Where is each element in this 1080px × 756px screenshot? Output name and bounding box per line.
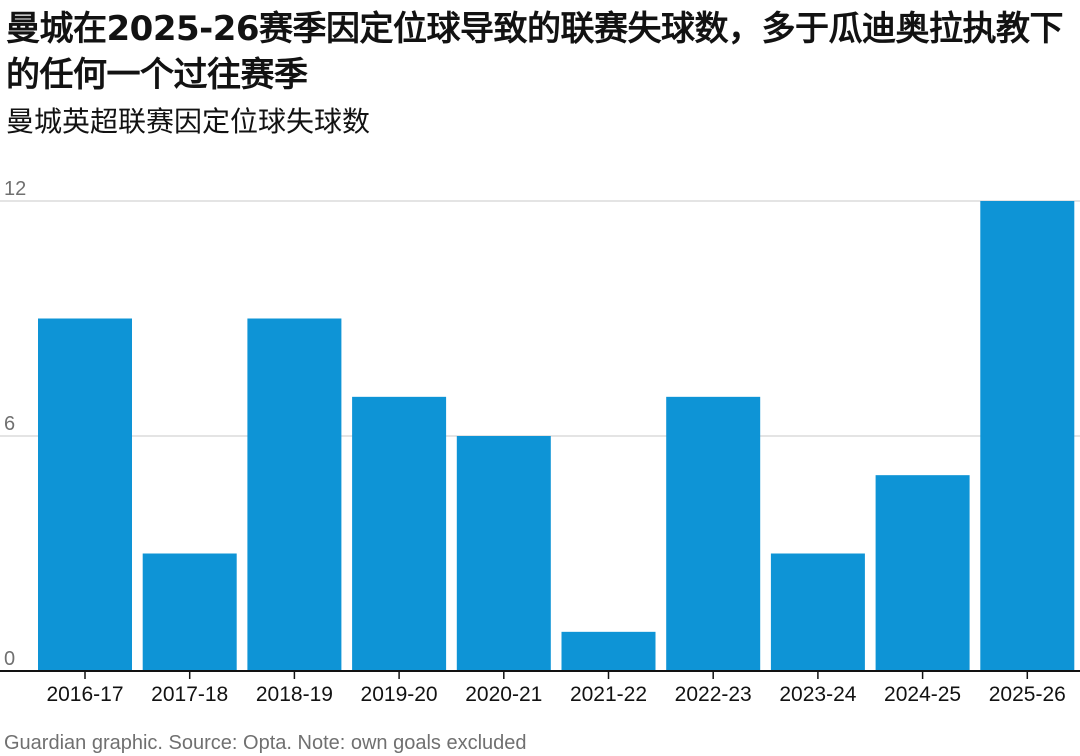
- x-tick-label: 2020-21: [465, 683, 542, 706]
- x-axis-ticks: 2016-17 2017-18 2018-19 2019-20 2020-21 2021-…: [46, 671, 1066, 706]
- bar-2021-22: [561, 631, 656, 671]
- x-tick-label: 2022-23: [675, 683, 752, 706]
- x-tick-label: 2023-24: [779, 683, 856, 706]
- gridlines: [0, 200, 1080, 437]
- bar-2022-23: [666, 396, 761, 671]
- bar-2025-26: [980, 201, 1075, 671]
- bar-2019-20: [352, 396, 447, 671]
- x-tick-label: 2021-22: [570, 683, 647, 706]
- y-tick-label: 0: [4, 648, 15, 670]
- y-tick-label: 6: [4, 413, 15, 435]
- y-axis-ticks: 0 6 12: [4, 178, 26, 670]
- bar-2023-24: [770, 553, 865, 671]
- bar-2018-19: [247, 318, 342, 671]
- x-tick-label: 2017-18: [151, 683, 228, 706]
- bar-2016-17: [38, 318, 132, 671]
- chart-subtitle: 曼城英超联赛因定位球失球数: [6, 105, 371, 138]
- bar-2017-18: [142, 553, 237, 671]
- x-tick-label: 2025-26: [989, 683, 1066, 706]
- x-tick-label: 2024-25: [884, 683, 961, 706]
- source-note: Guardian graphic. Source: Opta. Note: ow…: [4, 732, 527, 754]
- y-tick-label: 12: [4, 178, 26, 200]
- bar-chart: 0 6 12 2016-17 2017-18 2018-19 2019-20 2020-21…: [0, 178, 1080, 706]
- bar-2024-25: [875, 475, 970, 671]
- bars: [38, 201, 1075, 671]
- chart-title: 曼城在2025-26赛季因定位球导致的联赛失球数，多于瓜迪奥拉执教下的任何一个过…: [6, 9, 1064, 95]
- bar-2020-21: [456, 436, 551, 671]
- x-tick-label: 2019-20: [361, 683, 438, 706]
- x-tick-label: 2018-19: [256, 683, 333, 706]
- x-tick-label: 2016-17: [46, 683, 123, 706]
